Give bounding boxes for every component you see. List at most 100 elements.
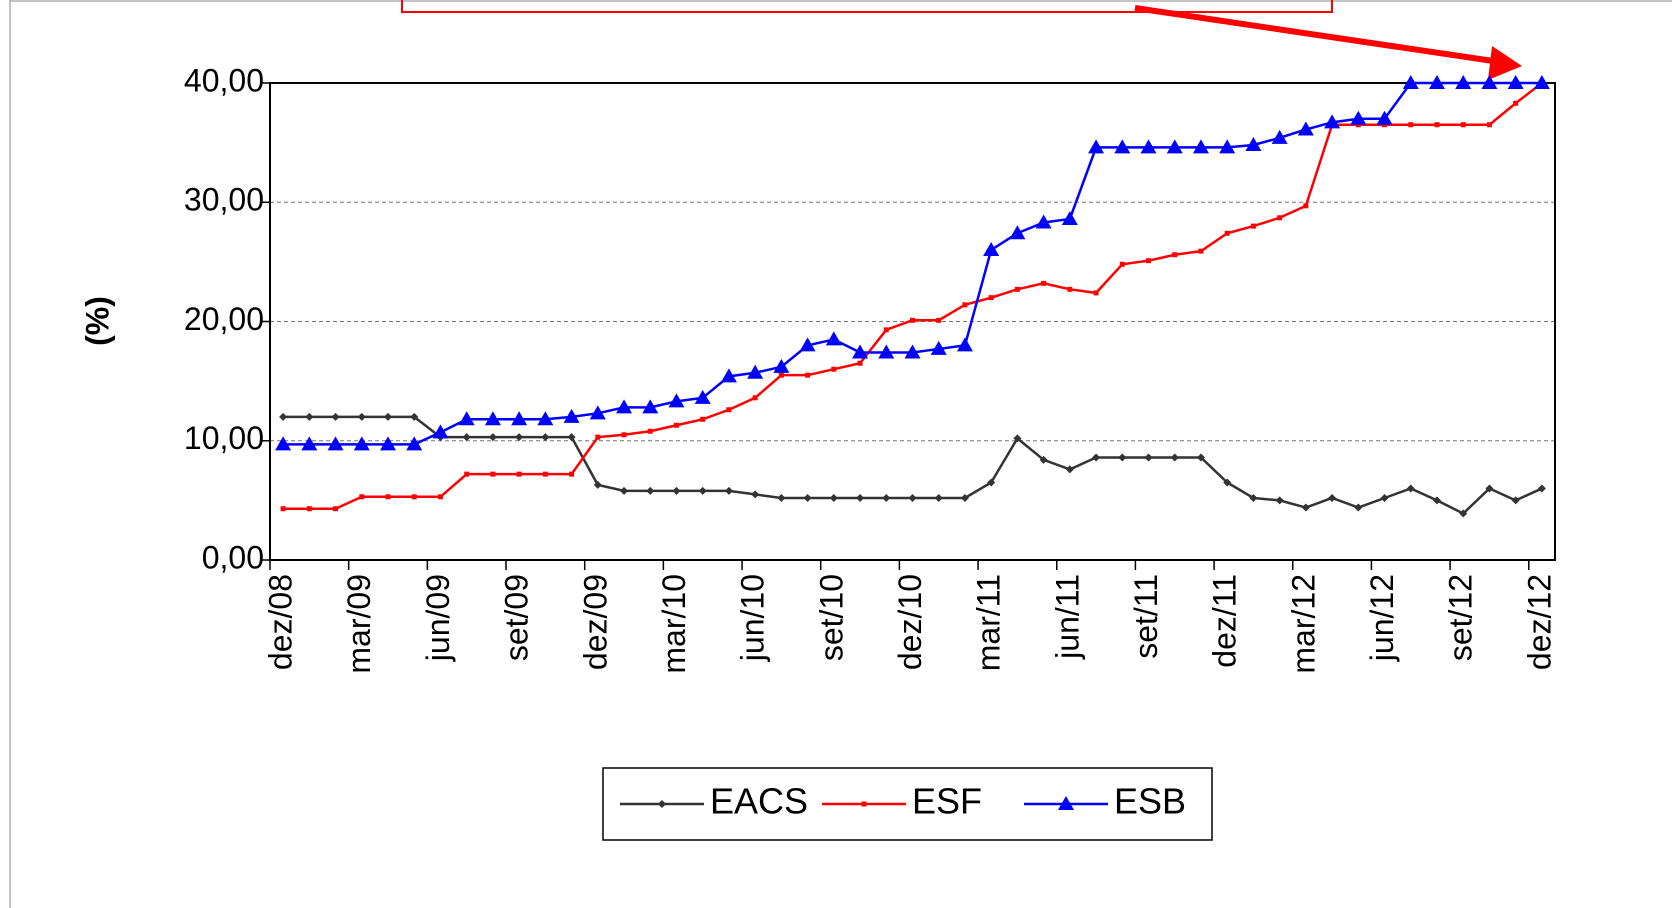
data-point <box>432 424 449 439</box>
x-tick-label: set/12 <box>1443 574 1479 661</box>
data-point <box>331 412 340 421</box>
data-point <box>380 436 397 451</box>
data-point <box>537 411 554 426</box>
data-point <box>962 302 968 308</box>
legend-label: ESB <box>1114 781 1186 822</box>
legend-marker <box>861 801 867 807</box>
data-point <box>778 372 784 378</box>
data-point <box>1250 223 1256 229</box>
y-tick-label: 0,00 <box>202 539 264 575</box>
data-point <box>384 412 393 421</box>
data-point <box>1507 75 1524 89</box>
data-point <box>803 493 812 502</box>
data-point <box>747 364 764 379</box>
data-point <box>458 411 475 426</box>
x-tick-label: set/11 <box>1128 574 1164 659</box>
callout-box <box>401 0 1333 13</box>
y-tick-label: 20,00 <box>184 301 264 337</box>
data-point <box>1376 110 1393 125</box>
data-point <box>829 493 838 502</box>
data-point <box>1275 496 1284 505</box>
data-point <box>620 486 629 495</box>
data-point <box>1039 455 1048 464</box>
data-point <box>488 433 497 442</box>
callout-arrow <box>1134 5 1501 65</box>
data-point <box>700 416 706 422</box>
data-point <box>882 493 891 502</box>
data-point <box>1198 248 1204 254</box>
data-point <box>569 471 575 477</box>
data-point <box>411 494 417 500</box>
data-point <box>908 493 917 502</box>
data-point <box>857 360 863 366</box>
y-tick-label: 30,00 <box>184 182 264 218</box>
x-tick-label: mar/10 <box>656 574 692 674</box>
data-point <box>1354 503 1363 512</box>
data-point <box>856 493 865 502</box>
data-point <box>1013 434 1022 443</box>
data-point <box>930 340 947 355</box>
data-point <box>1513 100 1519 106</box>
data-point <box>1119 261 1125 267</box>
data-point <box>1245 137 1262 152</box>
data-point <box>1166 139 1183 154</box>
data-point <box>595 434 601 440</box>
data-point <box>515 433 524 442</box>
data-point <box>1271 129 1288 144</box>
x-tick-label: dez/08 <box>263 574 299 670</box>
data-point <box>852 344 869 359</box>
data-point <box>406 436 423 451</box>
data-point <box>1301 503 1310 512</box>
data-point <box>694 389 711 404</box>
data-point <box>831 366 837 372</box>
x-tick-label: dez/12 <box>1521 574 1557 670</box>
legend-marker <box>1058 796 1074 810</box>
data-point <box>1041 280 1047 286</box>
data-point <box>1408 122 1414 128</box>
x-tick-label: dez/10 <box>892 574 928 670</box>
data-point <box>799 337 816 352</box>
data-point <box>279 412 288 421</box>
plot-area <box>269 82 1556 561</box>
data-point <box>542 471 548 477</box>
data-point <box>511 411 528 426</box>
data-point <box>647 428 653 434</box>
data-point <box>773 358 790 373</box>
x-tick-label: mar/12 <box>1285 574 1321 674</box>
x-tick-label: dez/09 <box>577 574 613 670</box>
data-point <box>1065 465 1074 474</box>
data-point <box>359 494 365 500</box>
y-tick-label: 10,00 <box>184 420 264 456</box>
data-point <box>1093 290 1099 296</box>
data-point <box>777 493 786 502</box>
data-point <box>1460 122 1466 128</box>
data-point <box>1432 496 1441 505</box>
data-point <box>1481 75 1498 89</box>
x-tick-label: dez/11 <box>1207 574 1243 668</box>
data-point <box>1192 139 1209 154</box>
data-point <box>1328 493 1337 502</box>
legend-label: ESF <box>912 781 982 822</box>
data-point <box>1144 453 1153 462</box>
data-point <box>1118 453 1127 462</box>
data-point <box>1350 110 1367 125</box>
data-point <box>462 433 471 442</box>
data-point <box>1297 121 1314 136</box>
legend <box>602 767 1213 841</box>
data-point <box>1172 252 1178 258</box>
series-line <box>283 82 1543 510</box>
data-point <box>305 412 314 421</box>
x-tick-label: jun/09 <box>420 574 456 662</box>
data-point <box>825 331 842 346</box>
data-point <box>1035 214 1052 229</box>
data-point <box>1434 122 1440 128</box>
data-point <box>280 506 286 512</box>
data-point <box>1067 286 1073 292</box>
data-point <box>1511 496 1520 505</box>
legend-label: EACS <box>710 781 808 822</box>
y-tick-label: 40,00 <box>184 62 264 98</box>
data-point <box>1533 75 1550 89</box>
data-point <box>1380 493 1389 502</box>
